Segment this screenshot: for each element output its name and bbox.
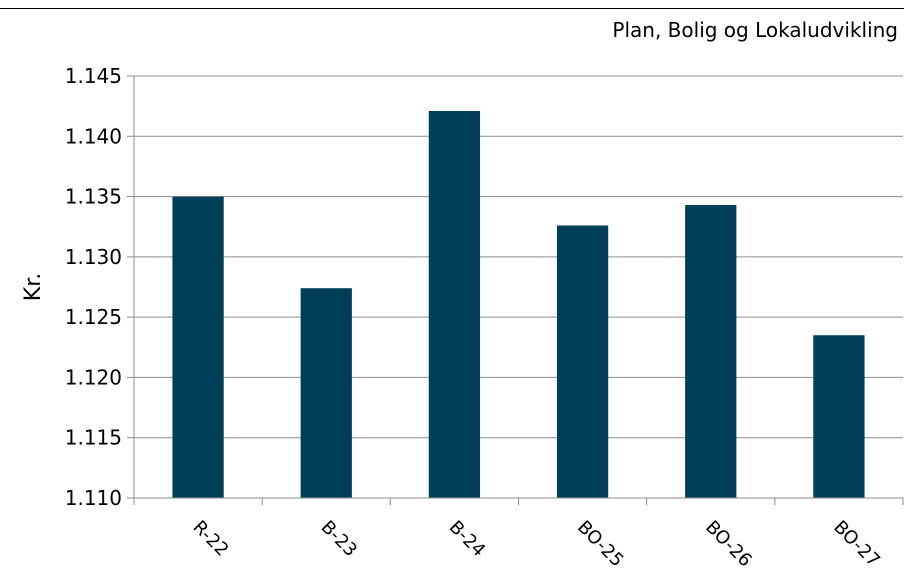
y-tick-label: 1.115 [65,426,122,450]
bar [813,335,865,498]
bar [556,225,609,498]
x-category-label: B-23 [317,517,361,561]
y-tick-label: 1.120 [65,365,122,389]
y-tick-label: 1.135 [65,185,122,209]
x-category-label: BO-27 [829,517,884,572]
y-tick-label: 1.130 [65,245,122,269]
y-axis-label: Kr. [21,273,46,301]
header-text: Plan, Bolig og Lokaludvikling [612,18,898,42]
x-category-label: R-22 [189,517,233,561]
x-category-label: BO-25 [573,517,628,572]
header-rule [0,8,904,9]
bar [172,196,224,499]
y-tick-label: 1.145 [65,64,122,88]
y-tick-label: 1.125 [65,305,122,329]
y-tick-label: 1.110 [65,486,122,510]
bar [300,288,352,498]
x-category-label: BO-26 [701,517,756,572]
bar [428,110,481,499]
y-tick-label: 1.140 [65,124,122,148]
x-category-label: B-24 [445,517,489,561]
bar [685,205,737,499]
